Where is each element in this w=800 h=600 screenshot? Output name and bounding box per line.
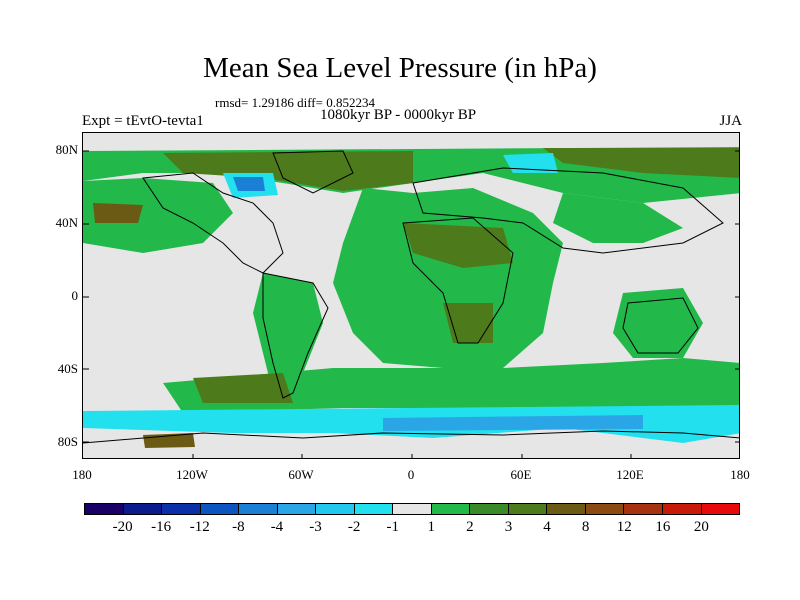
colorbar-label: -16 <box>151 519 172 535</box>
rmsd-stats: rmsd= 1.29186 diff= 0.852234 <box>215 95 375 110</box>
north-pacific-green <box>83 178 233 253</box>
season-label: JJA <box>719 113 742 129</box>
eurasia-coast <box>412 167 724 254</box>
colorbar-label: 16 <box>655 519 671 535</box>
colorbar-swatch <box>585 504 625 514</box>
lat-label-80n: 80N <box>55 142 78 157</box>
colorbar-swatch <box>354 504 394 514</box>
map-ticks <box>83 150 739 458</box>
colorbar-label: 20 <box>693 519 709 535</box>
coastlines <box>83 150 739 444</box>
colorbar-swatch <box>547 504 586 514</box>
colorbar-label: 1 <box>427 519 436 535</box>
barents-cyan <box>503 153 558 173</box>
colorbar-swatch <box>123 504 163 514</box>
lat-label-80s: 80S <box>57 434 78 449</box>
antarctica-coast <box>83 430 739 444</box>
colorbar <box>84 503 740 515</box>
colorbar-label: -12 <box>189 519 210 535</box>
lon-label-120e: 120E <box>616 467 644 482</box>
greenland-blue <box>233 177 265 191</box>
colorbar-label: -20 <box>112 519 133 535</box>
north-america-coast <box>142 172 284 274</box>
lon-label-180e: 180 <box>730 467 750 482</box>
time-range-subtitle: 1080kyr BP - 0000kyr BP <box>320 107 477 123</box>
lat-label-equator: 0 <box>71 288 79 303</box>
siberia-olive <box>543 148 739 178</box>
colorbar-label: 12 <box>616 519 632 535</box>
green-anomaly-regions <box>83 147 739 413</box>
colorbar-swatch <box>662 504 702 514</box>
lon-label-60w: 60W <box>288 467 314 482</box>
lon-label-120w: 120W <box>176 467 208 482</box>
australia-green <box>613 288 703 358</box>
south-america-green <box>253 273 323 403</box>
colorbar-swatch <box>316 504 355 514</box>
map-canvas <box>83 147 739 458</box>
lat-label-40n: 40N <box>55 215 78 230</box>
colorbar-label: 3 <box>504 519 513 535</box>
atlantic-africa-green <box>333 188 563 368</box>
colorbar-label: 8 <box>581 519 590 535</box>
east-asia-green <box>553 193 683 243</box>
colorbar-label: -1 <box>386 519 399 535</box>
colorbar-label: 2 <box>466 519 474 535</box>
colorbar-swatch <box>431 504 471 514</box>
lat-label-40s: 40S <box>57 361 78 376</box>
antarctic-blue <box>383 415 643 431</box>
colorbar-swatch <box>162 504 201 514</box>
africa-coast <box>402 217 514 344</box>
lon-label-0: 0 <box>407 467 415 482</box>
colorbar-swatch <box>85 504 124 514</box>
colorbar-label: -2 <box>347 519 361 535</box>
colorbar-label: -8 <box>232 519 245 535</box>
olive-anomaly-regions <box>163 148 739 403</box>
lon-label-180w: 180 <box>72 467 92 482</box>
sahara-olive <box>403 223 513 268</box>
pressure-anomaly-map <box>82 132 740 459</box>
australia-coast <box>622 297 699 354</box>
colorbar-label: 4 <box>543 519 551 535</box>
greenland-coast <box>272 150 354 194</box>
colorbar-swatch <box>624 504 663 514</box>
south-ocean-green <box>163 358 739 413</box>
antarctic-brown <box>143 433 195 448</box>
colorbar-label: -3 <box>309 519 322 535</box>
colorbar-swatch <box>200 504 240 514</box>
colorbar-swatch <box>393 504 432 514</box>
arctic-olive <box>163 151 413 191</box>
colorbar-swatch <box>239 504 278 514</box>
pacific-south-olive <box>193 373 293 403</box>
pacific-brown <box>93 203 143 223</box>
negative-anomaly-regions <box>83 153 739 443</box>
lon-label-60e: 60E <box>510 467 532 482</box>
colorbar-swatch <box>508 504 548 514</box>
south-america-coast <box>262 272 329 399</box>
map-title: Mean Sea Level Pressure (in hPa) <box>203 52 597 84</box>
colorbar-label: -4 <box>270 519 284 535</box>
colorbar-swatch <box>277 504 317 514</box>
colorbar-swatch <box>701 504 740 514</box>
colorbar-swatch <box>470 504 509 514</box>
experiment-label: Expt = tEvtO-tevta1 <box>82 113 204 129</box>
